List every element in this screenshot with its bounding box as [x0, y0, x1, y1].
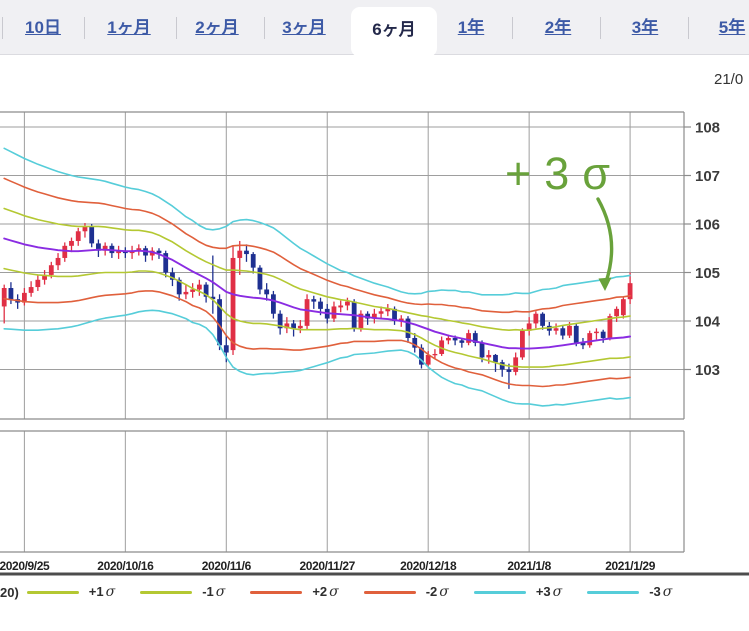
-1sigma-line	[3, 267, 631, 368]
+1sigma-line	[3, 207, 631, 332]
legend-label--3σ: -3 σ	[649, 584, 673, 600]
legend-swatch-+2σ	[250, 590, 303, 594]
tab-separator	[600, 17, 601, 39]
ma20-line	[3, 237, 632, 350]
tab-2months[interactable]: 2ヶ月	[195, 18, 239, 37]
sigma-legend: 20) +1 σ -1 σ +2 σ -2 σ +3 σ -3 σ	[0, 581, 749, 603]
tab-5years[interactable]: 5年	[718, 18, 746, 37]
y-axis-label: 108	[695, 120, 720, 137]
+2sigma-line	[3, 177, 631, 314]
tab-1year[interactable]: 1年	[457, 18, 485, 37]
tab-separator	[176, 17, 177, 39]
y-axis-label: 106	[695, 217, 720, 234]
legend-swatch--1σ	[140, 590, 193, 594]
legend-swatch--3σ	[587, 590, 640, 594]
legend-label-+1σ: +1 σ	[88, 584, 116, 600]
legend-swatch-+3σ	[473, 590, 526, 594]
x-axis-label: 2020/10/16	[97, 559, 154, 573]
tab-separator	[688, 17, 689, 39]
y-axis-label: 105	[695, 265, 720, 282]
x-axis-label: 2020/11/27	[300, 559, 356, 573]
tab-3years[interactable]: 3年	[631, 18, 659, 37]
+3sigma-line	[3, 147, 631, 296]
grid-lines	[0, 112, 684, 552]
axis-separator-bar	[0, 572, 749, 576]
tab-separator	[512, 17, 513, 39]
legend-label--2σ: -2 σ	[425, 584, 449, 600]
period-tabbar: 10日 1ヶ月 2ヶ月 3ヶ月 6ヶ月 1年 2年 3年 5年	[0, 0, 749, 57]
-2sigma-line	[3, 290, 631, 388]
tab-2years[interactable]: 2年	[544, 18, 572, 37]
-3sigma-line	[3, 309, 631, 407]
candlesticks	[1, 223, 633, 389]
tab-3months[interactable]: 3ヶ月	[282, 18, 326, 37]
x-axis-label: 2020/11/6	[202, 559, 252, 573]
legend-ma-label-fragment: 20)	[0, 584, 19, 600]
legend-label-+3σ: +3 σ	[535, 584, 563, 600]
tab-separator	[264, 17, 265, 39]
x-axis-label: 2021/1/29	[605, 559, 656, 573]
y-axis-label: 104	[695, 314, 721, 331]
x-axis-label: 2021/1/8	[507, 559, 551, 573]
axis-labels: 108 107 106 105 104 103 2020/9/25 2020/10/16 202…	[0, 120, 721, 574]
annotation-arrow	[596, 197, 614, 291]
legend-label--1σ: -1 σ	[202, 584, 226, 600]
y-axis-label: 107	[695, 168, 720, 185]
timestamp-fragment: 21/0	[714, 71, 744, 88]
panel-borders	[0, 111, 691, 553]
tab-1month[interactable]: 1ヶ月	[107, 18, 151, 37]
y-axis-label: 103	[695, 362, 720, 379]
tab-10days[interactable]: 10日	[25, 18, 61, 37]
legend-swatch-+1σ	[26, 590, 79, 594]
bollinger-bands	[3, 147, 632, 407]
tab-separator	[2, 17, 3, 39]
x-axis-label: 2020/9/25	[0, 559, 50, 573]
x-axis-label: 2020/12/18	[400, 559, 457, 573]
tab-separator	[84, 17, 85, 39]
legend-label-+2σ: +2 σ	[312, 584, 339, 600]
plus3sigma-annotation: +3σ	[505, 148, 624, 199]
tab-6months-active[interactable]: 6ヶ月	[351, 7, 437, 57]
legend-swatch--2σ	[363, 590, 416, 594]
